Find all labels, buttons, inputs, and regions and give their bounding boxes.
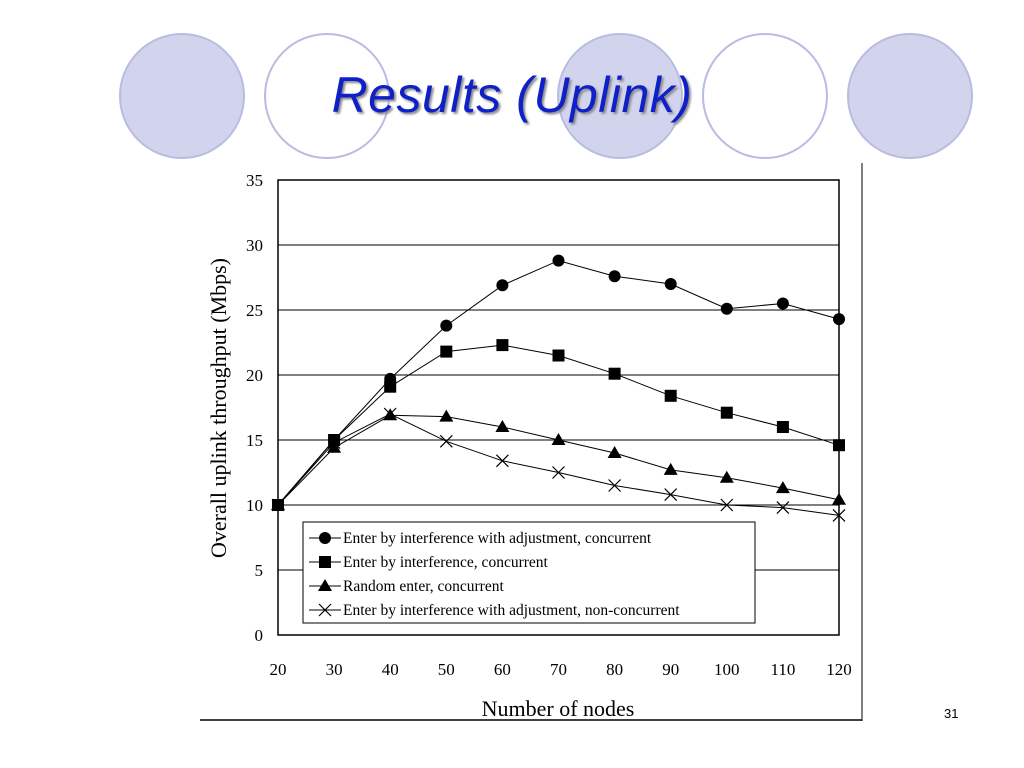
data-point bbox=[552, 349, 565, 362]
data-point bbox=[776, 421, 789, 433]
data-point bbox=[720, 302, 733, 315]
y-axis-label: Overall uplink throughput (Mbps) bbox=[206, 258, 231, 558]
decorative-circle bbox=[264, 33, 390, 159]
decorative-circles bbox=[119, 33, 973, 159]
y-tick-labels: 0 5 10 15 20 25 30 35 bbox=[246, 171, 263, 645]
data-point bbox=[271, 498, 285, 510]
y-tick-label: 20 bbox=[246, 366, 263, 385]
data-point bbox=[328, 434, 341, 446]
x-tick-labels: 20 30 40 50 60 70 80 90 100 110 120 bbox=[270, 660, 852, 679]
data-point bbox=[719, 470, 734, 483]
data-point bbox=[607, 446, 622, 458]
legend: Enter by interference with adjustment, c… bbox=[302, 521, 756, 624]
legend-marker bbox=[318, 603, 332, 617]
data-point bbox=[327, 436, 341, 450]
decorative-circle bbox=[119, 33, 245, 159]
y-tick-label: 25 bbox=[246, 301, 263, 320]
data-point bbox=[495, 454, 509, 468]
legend-label: Enter by interference, concurrent bbox=[343, 554, 549, 571]
legend-marker bbox=[319, 556, 331, 568]
plot-frame bbox=[200, 163, 863, 721]
legend-marker bbox=[318, 579, 332, 591]
data-point bbox=[552, 466, 565, 479]
x-tick-label: 90 bbox=[662, 660, 679, 679]
data-point bbox=[439, 409, 454, 422]
data-point bbox=[495, 420, 510, 432]
plot-area bbox=[277, 179, 840, 636]
decorative-circle bbox=[847, 33, 973, 159]
legend-item: Enter by interference, concurrent bbox=[309, 554, 549, 571]
y-tick-label: 30 bbox=[246, 236, 263, 255]
legend-label: Enter by interference with adjustment, n… bbox=[343, 602, 680, 619]
x-tick-label: 100 bbox=[714, 660, 740, 679]
y-tick-label: 15 bbox=[246, 431, 263, 450]
y-tick-label: 10 bbox=[246, 496, 263, 515]
data-point bbox=[608, 367, 621, 380]
data-point bbox=[664, 278, 677, 290]
data-point bbox=[384, 380, 397, 393]
legend-item: Enter by interference with adjustment, c… bbox=[309, 530, 652, 547]
y-tick-label: 0 bbox=[255, 626, 264, 645]
x-tick-label: 110 bbox=[770, 660, 795, 679]
data-point bbox=[664, 488, 678, 502]
data-point bbox=[383, 407, 397, 421]
data-point bbox=[832, 492, 846, 505]
series-cross bbox=[271, 407, 846, 522]
x-tick-label: 50 bbox=[438, 660, 455, 679]
x-tick-label: 30 bbox=[326, 660, 343, 679]
data-point bbox=[663, 462, 678, 475]
slide-number: 31 bbox=[944, 706, 959, 721]
data-point bbox=[496, 279, 509, 292]
x-tick-label: 70 bbox=[550, 660, 567, 679]
y-tick-label: 35 bbox=[246, 171, 263, 190]
legend-item: Random enter, concurrent bbox=[309, 578, 504, 595]
data-point bbox=[776, 297, 789, 310]
data-point bbox=[775, 481, 790, 494]
data-point bbox=[720, 498, 734, 512]
x-tick-label: 60 bbox=[494, 660, 511, 679]
x-tick-label: 40 bbox=[382, 660, 399, 679]
data-point bbox=[552, 254, 565, 267]
chart-background bbox=[200, 163, 863, 721]
legend-marker bbox=[319, 532, 331, 544]
x-tick-label: 80 bbox=[606, 660, 623, 679]
data-point bbox=[608, 270, 621, 283]
x-axis-label: Number of nodes bbox=[482, 696, 635, 721]
data-point bbox=[271, 498, 285, 512]
x-tick-label: 20 bbox=[270, 660, 287, 679]
series-group bbox=[271, 254, 846, 522]
slide-title: Results (Uplink) bbox=[331, 67, 693, 123]
legend-label: Random enter, concurrent bbox=[343, 578, 504, 595]
data-point bbox=[440, 319, 453, 332]
data-point bbox=[720, 406, 733, 419]
data-point bbox=[832, 508, 846, 522]
decorative-circle bbox=[702, 33, 828, 159]
data-point bbox=[833, 439, 845, 452]
data-point bbox=[833, 313, 845, 326]
data-point bbox=[440, 345, 453, 358]
data-point bbox=[327, 440, 342, 453]
data-point bbox=[608, 479, 622, 492]
legend-item: Enter by interference with adjustment, n… bbox=[309, 602, 680, 619]
x-tick-label: 120 bbox=[826, 660, 852, 679]
data-point bbox=[664, 389, 677, 402]
data-point bbox=[776, 501, 790, 515]
data-point bbox=[439, 434, 453, 448]
y-tick-label: 5 bbox=[255, 561, 264, 580]
decorative-circle bbox=[557, 33, 683, 159]
data-point bbox=[496, 339, 509, 352]
legend-label: Enter by interference with adjustment, c… bbox=[343, 530, 652, 547]
data-point bbox=[551, 433, 566, 445]
legend-box bbox=[302, 521, 756, 624]
